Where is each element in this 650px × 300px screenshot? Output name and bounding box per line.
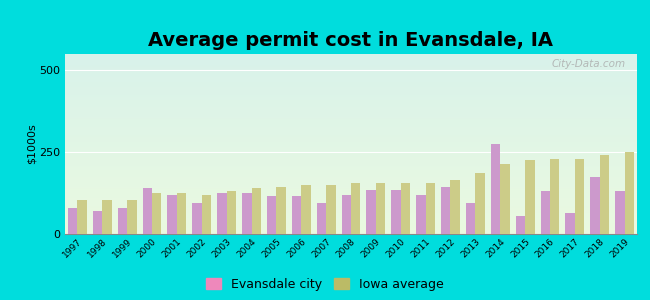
- Bar: [276, 187, 286, 234]
- Bar: [625, 152, 634, 234]
- Bar: [500, 164, 510, 234]
- Bar: [118, 208, 127, 234]
- Bar: [227, 191, 236, 234]
- Bar: [127, 200, 136, 234]
- Bar: [450, 180, 460, 234]
- Bar: [68, 208, 77, 234]
- Bar: [202, 195, 211, 234]
- Legend: Evansdale city, Iowa average: Evansdale city, Iowa average: [206, 278, 444, 291]
- Bar: [142, 188, 152, 234]
- Title: Average permit cost in Evansdale, IA: Average permit cost in Evansdale, IA: [148, 31, 554, 50]
- Text: City-Data.com: City-Data.com: [551, 59, 625, 69]
- Bar: [515, 216, 525, 234]
- Bar: [600, 155, 609, 234]
- Bar: [351, 183, 361, 234]
- Bar: [401, 183, 410, 234]
- Bar: [466, 203, 475, 234]
- Bar: [301, 185, 311, 234]
- Bar: [590, 177, 600, 234]
- Bar: [267, 196, 276, 234]
- Bar: [252, 188, 261, 234]
- Bar: [367, 190, 376, 234]
- Bar: [242, 193, 252, 234]
- Bar: [550, 159, 560, 234]
- Bar: [541, 191, 550, 234]
- Bar: [152, 193, 161, 234]
- Bar: [391, 190, 401, 234]
- Bar: [317, 203, 326, 234]
- Bar: [575, 159, 584, 234]
- Bar: [168, 195, 177, 234]
- Bar: [475, 173, 485, 234]
- Bar: [192, 203, 202, 234]
- Bar: [341, 195, 351, 234]
- Bar: [102, 200, 112, 234]
- Bar: [441, 187, 450, 234]
- Bar: [615, 191, 625, 234]
- Bar: [77, 200, 87, 234]
- Bar: [525, 160, 534, 234]
- Bar: [217, 193, 227, 234]
- Bar: [491, 144, 500, 234]
- Bar: [426, 183, 435, 234]
- Bar: [566, 213, 575, 234]
- Bar: [326, 185, 335, 234]
- Bar: [376, 183, 385, 234]
- Bar: [177, 193, 187, 234]
- Y-axis label: $1000s: $1000s: [26, 124, 36, 164]
- Bar: [93, 211, 102, 234]
- Bar: [416, 195, 426, 234]
- Bar: [292, 196, 301, 234]
